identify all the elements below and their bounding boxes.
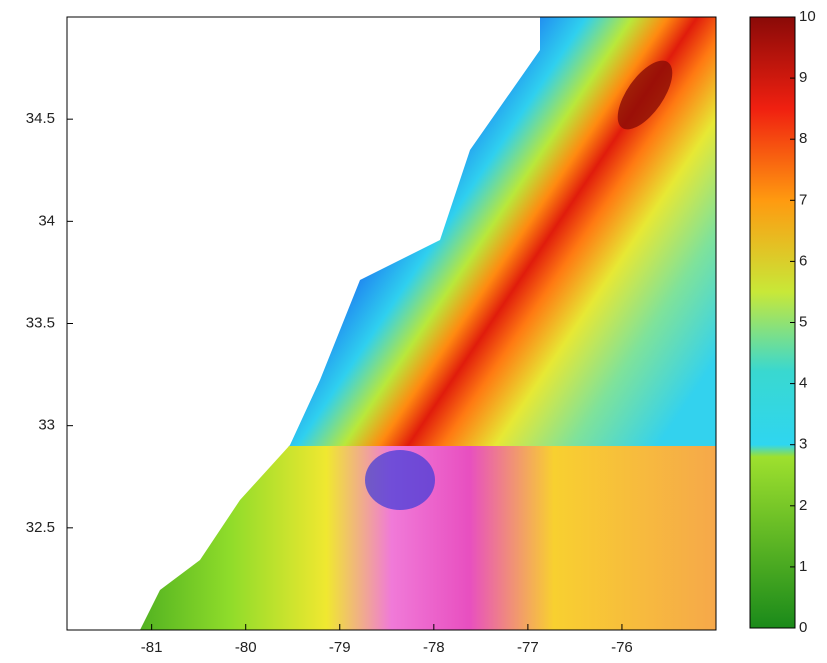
colorbar-tick-label: 7 bbox=[799, 191, 807, 208]
x-tick-label: -78 bbox=[423, 639, 445, 656]
y-tick-label: 32.5 bbox=[26, 519, 55, 536]
x-tick-label: -81 bbox=[141, 639, 163, 656]
colorbar-tick-label: 9 bbox=[799, 69, 807, 86]
y-tick-label: 34 bbox=[38, 212, 55, 229]
colorbar-tick-label: 6 bbox=[799, 252, 807, 269]
colorbar-tick-label: 4 bbox=[799, 375, 807, 392]
colorbar-tick-label: 5 bbox=[799, 313, 807, 330]
colorbar-tick-label: 0 bbox=[799, 619, 807, 636]
y-tick-label: 34.5 bbox=[26, 110, 55, 127]
x-tick-label: -79 bbox=[329, 639, 351, 656]
colorbar-tick-label: 3 bbox=[799, 436, 807, 453]
colorbar-tick-label: 1 bbox=[799, 558, 807, 575]
y-tick-label: 33.5 bbox=[26, 314, 55, 331]
colorbar-tick-label: 8 bbox=[799, 130, 807, 147]
y-tick-label: 33 bbox=[38, 417, 55, 434]
colorbar-tick-label: 10 bbox=[799, 8, 816, 25]
colorbar-tick-label: 2 bbox=[799, 497, 807, 514]
x-tick-label: -76 bbox=[611, 639, 633, 656]
x-tick-label: -80 bbox=[235, 639, 257, 656]
x-tick-label: -77 bbox=[517, 639, 539, 656]
colorbar bbox=[749, 16, 796, 629]
